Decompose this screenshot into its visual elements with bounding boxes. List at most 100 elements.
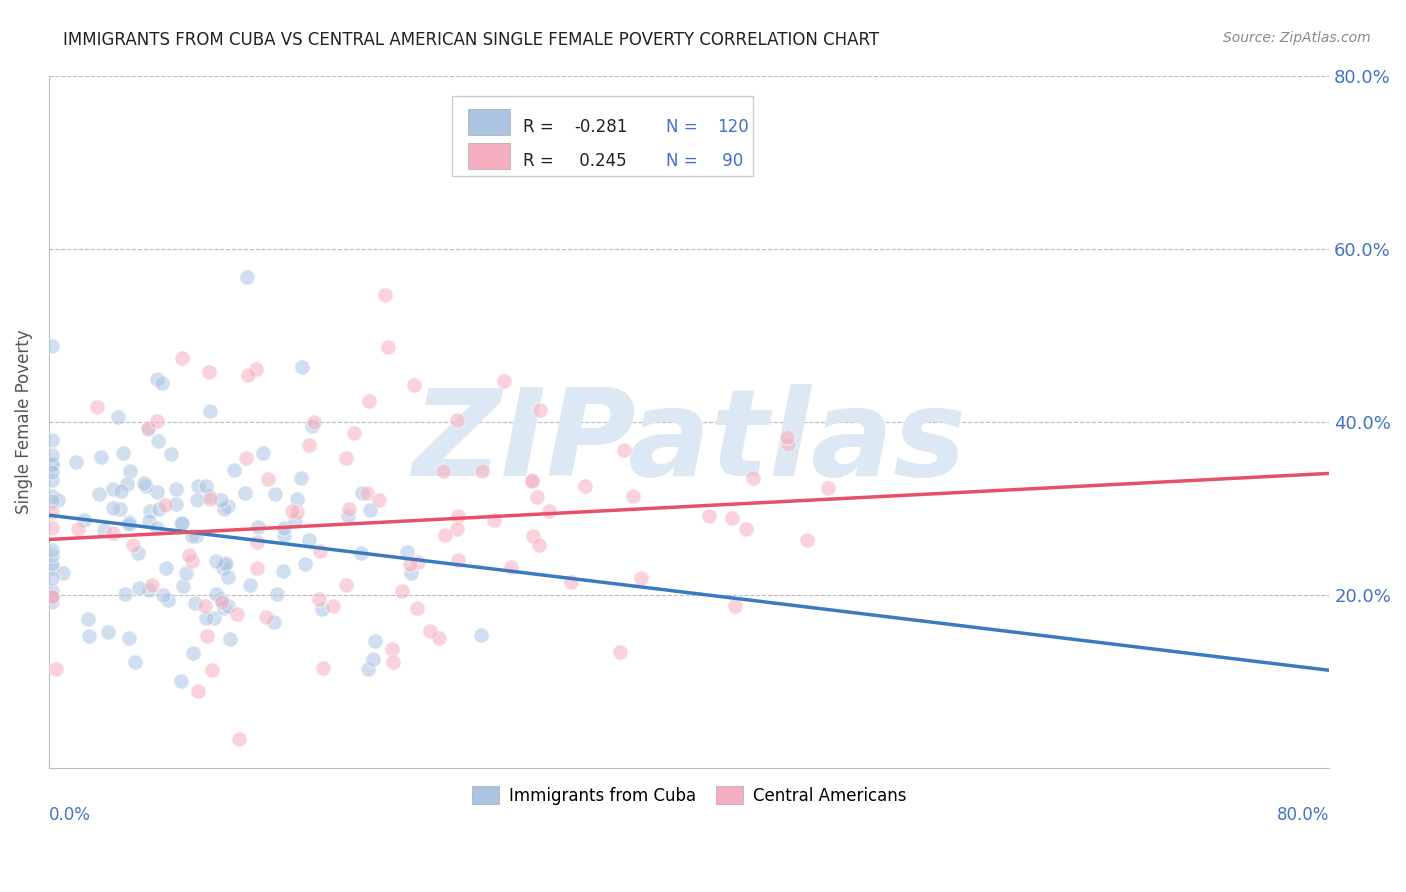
Point [381, 642, 404, 657]
Point [41, 589, 63, 603]
Point [336, 509, 359, 524]
Point [357, 393, 380, 408]
Point [285, 505, 308, 519]
Point [721, 511, 744, 525]
Point [138, 583, 160, 598]
Point [621, 489, 644, 503]
Point [41, 465, 63, 479]
Point [339, 501, 361, 516]
Point [499, 560, 522, 574]
Point [538, 503, 561, 517]
Point [41, 458, 63, 472]
Point [266, 587, 288, 601]
Point [41, 595, 63, 609]
Text: 90: 90 [717, 152, 744, 169]
Point [215, 556, 238, 570]
Point [527, 538, 550, 552]
Point [146, 414, 169, 428]
Point [118, 515, 141, 529]
Point [522, 529, 544, 543]
Text: Source: ZipAtlas.com: Source: ZipAtlas.com [1223, 31, 1371, 45]
Point [150, 376, 173, 391]
Point [157, 592, 180, 607]
Point [93, 523, 115, 537]
Point [350, 546, 373, 560]
Point [352, 485, 374, 500]
Point [298, 438, 321, 452]
Point [359, 502, 381, 516]
Point [65, 455, 87, 469]
Point [776, 430, 799, 444]
Point [817, 481, 839, 495]
Point [291, 359, 314, 374]
Point [520, 475, 543, 489]
Point [630, 571, 652, 585]
Point [146, 485, 169, 500]
Point [146, 434, 169, 449]
Point [214, 502, 236, 516]
Point [284, 514, 307, 528]
Point [97, 625, 120, 640]
Point [41, 590, 63, 604]
Point [447, 553, 470, 567]
Point [447, 508, 470, 523]
Point [146, 521, 169, 535]
Point [522, 474, 544, 488]
Point [184, 529, 207, 543]
Text: 80.0%: 80.0% [1277, 805, 1329, 824]
Point [101, 482, 124, 496]
Point [529, 403, 551, 417]
Point [222, 463, 245, 477]
Point [101, 501, 124, 516]
Point [194, 599, 217, 614]
Point [419, 624, 441, 639]
Point [187, 684, 209, 698]
Point [86, 400, 108, 414]
Point [446, 522, 468, 536]
Point [294, 558, 316, 572]
Point [73, 513, 96, 527]
Point [41, 489, 63, 503]
Point [172, 579, 194, 593]
Point [209, 592, 232, 607]
Point [211, 595, 233, 609]
Point [165, 482, 187, 496]
Point [322, 599, 344, 614]
Point [724, 599, 747, 613]
Point [122, 538, 145, 552]
Point [127, 545, 149, 559]
Point [381, 655, 404, 669]
Point [52, 566, 75, 580]
Point [90, 450, 112, 464]
Point [308, 591, 330, 606]
Point [239, 578, 262, 592]
Text: N =: N = [666, 118, 703, 136]
FancyBboxPatch shape [468, 109, 510, 135]
Point [153, 498, 176, 512]
Point [209, 492, 232, 507]
Point [139, 504, 162, 518]
Point [138, 421, 160, 435]
Point [41, 557, 63, 571]
Point [152, 588, 174, 602]
Point [41, 588, 63, 602]
FancyBboxPatch shape [453, 96, 754, 176]
Point [471, 464, 494, 478]
Point [233, 486, 256, 500]
Point [172, 351, 194, 365]
Point [41, 589, 63, 603]
Point [526, 490, 548, 504]
Point [298, 533, 321, 548]
Point [212, 601, 235, 615]
Text: R =: R = [523, 118, 558, 136]
Point [184, 596, 207, 610]
Point [219, 632, 242, 647]
Point [136, 422, 159, 436]
Point [217, 500, 239, 514]
Point [41, 433, 63, 447]
Point [396, 545, 419, 559]
Point [202, 611, 225, 625]
Point [111, 446, 134, 460]
Point [226, 607, 249, 622]
Point [235, 270, 257, 285]
